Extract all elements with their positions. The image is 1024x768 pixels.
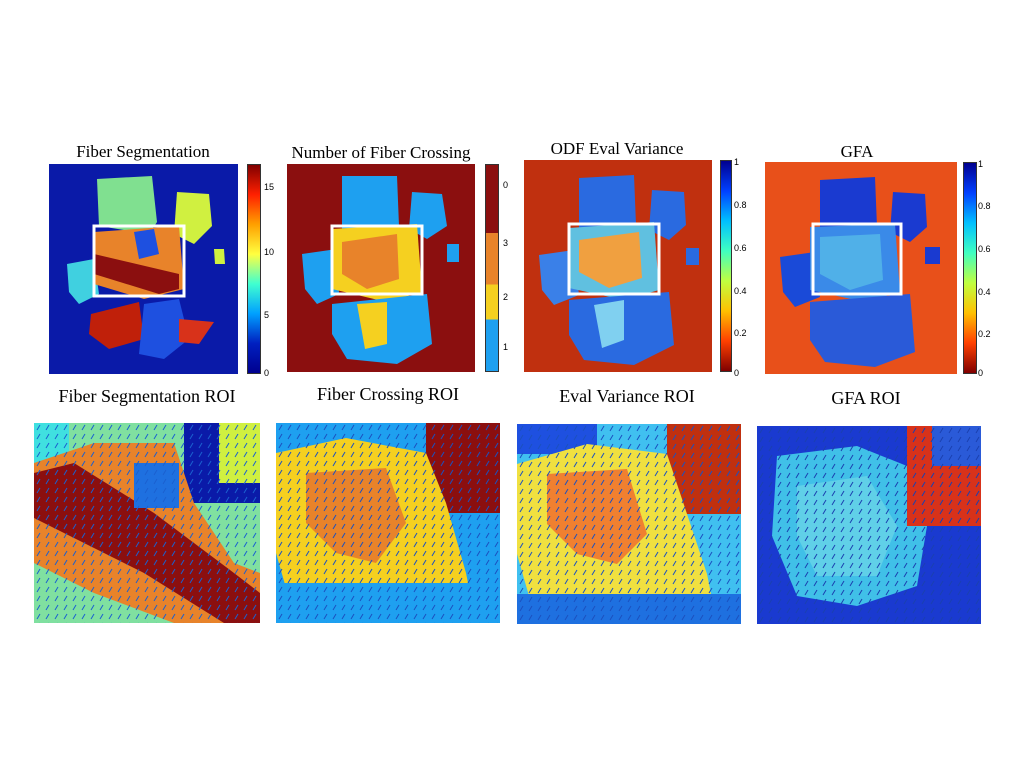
gfa-map xyxy=(765,162,957,374)
colorbar-tick: 0 xyxy=(503,180,509,190)
colorbar-tick: 15 xyxy=(264,182,275,192)
colorbar-tick: 2 xyxy=(503,292,509,302)
colorbar-tick: 1 xyxy=(503,342,509,352)
colorbar xyxy=(485,164,499,372)
colorbar-tick: 0 xyxy=(264,368,270,378)
colorbar-tick: 0.2 xyxy=(978,329,991,339)
fiber-crossing-roi-map xyxy=(276,423,500,623)
colorbar-tick: 1 xyxy=(734,157,740,167)
colorbar xyxy=(247,164,261,374)
colorbar-tick: 3 xyxy=(503,238,509,248)
colorbar-tick: 5 xyxy=(264,310,270,320)
colorbar-tick: 0.8 xyxy=(978,201,991,211)
odf-eval-variance-map xyxy=(524,160,712,372)
colorbar-tick: 0.4 xyxy=(734,286,747,296)
panel-title: GFA ROI xyxy=(831,388,901,408)
colorbar-tick: 0.6 xyxy=(978,244,991,254)
colorbar xyxy=(720,160,732,372)
colorbar-tick: 0.4 xyxy=(978,287,991,297)
panel-title: GFA xyxy=(840,142,874,161)
gfa-roi-map xyxy=(757,426,981,624)
colorbar-tick: 0 xyxy=(978,368,984,378)
panel-title: Fiber Segmentation ROI xyxy=(58,386,236,406)
colorbar-tick: 0.6 xyxy=(734,243,747,253)
panel-title: Number of Fiber Crossing xyxy=(291,143,471,162)
colorbar-tick: 10 xyxy=(264,247,275,257)
fiber-segmentation-map xyxy=(49,164,238,374)
fiber-segmentation-roi-map xyxy=(34,423,260,623)
panel-title: ODF Eval Variance xyxy=(550,139,684,158)
fiber-crossing-map xyxy=(287,164,475,372)
colorbar xyxy=(963,162,977,374)
colorbar-tick: 0.2 xyxy=(734,328,747,338)
colorbar-tick: 0.8 xyxy=(734,200,747,210)
panel-title: Fiber Crossing ROI xyxy=(316,384,460,404)
panel-title: Fiber Segmentation xyxy=(76,142,210,161)
eval-variance-roi-map xyxy=(517,424,741,624)
colorbar-tick: 1 xyxy=(978,159,984,169)
panel-title: Eval Variance ROI xyxy=(559,386,695,406)
colorbar-tick: 0 xyxy=(734,368,740,378)
